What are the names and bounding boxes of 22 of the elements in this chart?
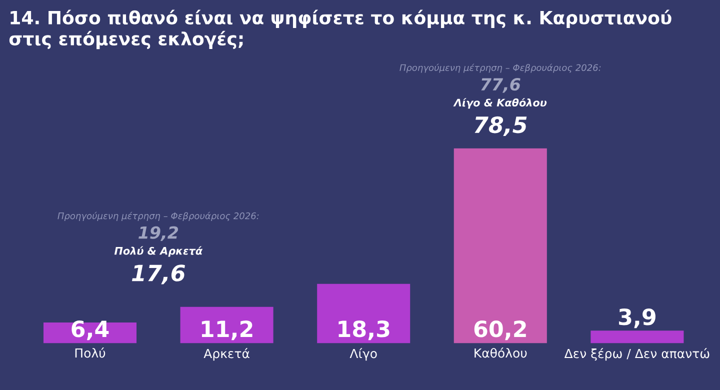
data-label: 6,4 bbox=[72, 320, 109, 340]
text: Λίγο & Καθόλου bbox=[453, 98, 547, 109]
data-label: 18,3 bbox=[338, 320, 390, 340]
data-label: 11,2 bbox=[202, 320, 252, 340]
annotation: 19,2 bbox=[138, 226, 178, 241]
x-tick-label: Πολύ bbox=[75, 348, 106, 358]
annotation: 17,6 bbox=[132, 264, 186, 284]
data-label: 3,9 bbox=[619, 308, 656, 328]
bar bbox=[317, 284, 410, 344]
annotation: Πολύ & Αρκετά bbox=[114, 246, 203, 257]
x-tick-label: Αρκετά bbox=[204, 348, 250, 361]
data-label: 60,2 bbox=[474, 320, 526, 340]
bar bbox=[590, 330, 684, 344]
text: 78,5 bbox=[474, 116, 527, 136]
text: Προηγούμενη μέτρηση – Φεβρουάριος 2026: bbox=[400, 64, 601, 73]
annotation: Προηγούμενη μέτρηση – Φεβρουάριος 2026: bbox=[58, 212, 259, 222]
bar bbox=[454, 148, 547, 344]
x-tick-label: Καθόλου bbox=[474, 348, 527, 358]
x-tick-label: Λίγο bbox=[350, 348, 377, 361]
chart-title: 14. Πόσο πιθανό είναι να ψηφίσετε το κόμμα της κ. Καρυστιανού στις επόμενες εκλογές; bbox=[9, 10, 672, 50]
x-tick-label: Δεν ξέρω / Δεν απαντώ bbox=[564, 348, 710, 361]
text: 77,6 bbox=[481, 78, 520, 93]
